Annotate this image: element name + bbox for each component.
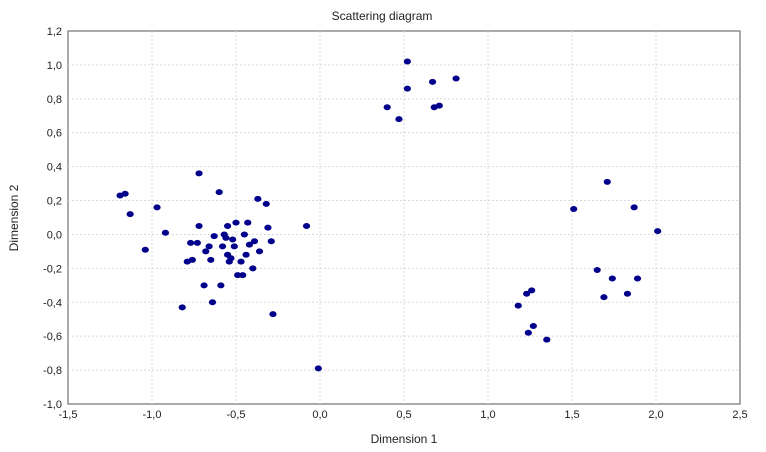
x-tick-label: 1,0 <box>480 409 495 421</box>
scatter-point <box>403 58 411 65</box>
scatter-point <box>603 178 611 185</box>
scatter-point <box>230 243 238 250</box>
scatter-point <box>141 246 149 253</box>
x-tick-label: -1,0 <box>143 409 162 421</box>
data-points <box>116 58 662 372</box>
scatter-point <box>383 104 391 111</box>
scatter-point <box>630 204 638 211</box>
scatter-point <box>524 329 532 336</box>
scatter-point <box>543 336 551 343</box>
scatter-point <box>255 248 264 255</box>
scatter-point <box>452 75 460 82</box>
scatter-point <box>249 265 257 272</box>
scatter-point <box>242 251 250 258</box>
scatter-point <box>428 78 437 85</box>
scatter-point <box>210 233 218 240</box>
scatter-point <box>207 256 215 263</box>
scatter-point <box>608 275 616 282</box>
scatter-point <box>623 290 632 297</box>
y-tick-label: 1,2 <box>47 26 62 38</box>
y-tick-label: 1,0 <box>47 60 62 72</box>
scatter-point <box>202 248 210 255</box>
y-tick-label: 0,8 <box>47 94 62 106</box>
x-tick-label: 0,5 <box>396 409 411 421</box>
scatter-point <box>240 231 248 238</box>
scatter-point <box>200 282 208 289</box>
scatter-point <box>633 275 642 282</box>
scatter-point <box>237 258 245 265</box>
y-tick-label: -0,4 <box>43 297 62 309</box>
scatter-point <box>222 234 230 241</box>
scatter-point <box>229 236 237 243</box>
y-tick-label: -0,2 <box>43 263 62 275</box>
scatter-point <box>193 239 201 246</box>
scatter-point <box>654 228 662 235</box>
x-axis-ticks: -1,5 -1,0 -0,5 0,0 0,5 1,0 1,5 2,0 2,5 <box>59 409 748 421</box>
x-tick-label: -1,5 <box>59 409 78 421</box>
scatter-point <box>528 287 536 294</box>
scatter-point <box>245 241 254 248</box>
y-tick-label: -0,6 <box>43 331 62 343</box>
scatter-point <box>227 255 235 262</box>
scatter-point <box>593 267 601 274</box>
scatter-point <box>250 238 259 245</box>
scatter-point <box>121 190 129 197</box>
y-tick-label: -0,8 <box>43 365 62 377</box>
y-tick-label: -1,0 <box>43 399 62 411</box>
scatter-point <box>232 219 240 226</box>
scatter-point <box>570 206 578 213</box>
scatter-point <box>178 304 186 311</box>
scatter-point <box>314 365 322 372</box>
scatter-point <box>188 256 196 263</box>
y-tick-label: 0,2 <box>47 196 62 208</box>
x-tick-label: 1,5 <box>564 409 579 421</box>
y-tick-label: 0,4 <box>47 162 62 174</box>
scatter-point <box>262 200 270 207</box>
x-tick-label: 2,5 <box>732 409 747 421</box>
scatter-point <box>403 85 411 92</box>
scatter-point <box>269 311 277 318</box>
scatter-point <box>264 224 272 231</box>
scatter-point <box>267 238 275 245</box>
scatter-point <box>529 323 537 330</box>
scatter-point <box>600 294 608 301</box>
scatter-point <box>217 282 225 289</box>
scatter-point <box>395 116 403 123</box>
scatter-point <box>195 170 203 177</box>
chart-title: Scattering diagram <box>332 9 433 23</box>
scatter-point <box>239 272 247 279</box>
scatter-point <box>254 195 262 202</box>
scatter-point <box>187 239 195 246</box>
x-tick-label: 0,0 <box>312 409 327 421</box>
scatter-point <box>195 222 203 229</box>
x-tick-label: 2,0 <box>648 409 663 421</box>
scatter-point <box>523 290 531 297</box>
scatter-point <box>302 222 311 229</box>
scatter-point <box>153 204 161 211</box>
y-tick-label: 0,6 <box>47 128 62 140</box>
scatter-point <box>244 219 252 226</box>
x-tick-label: -0,5 <box>227 409 246 421</box>
scatter-point <box>224 222 232 229</box>
y-axis-ticks: 1,2 1,0 0,8 0,6 0,4 0,2 0,0 -0,2 -0,4 -0,6 -0,8 -1,… <box>43 26 62 411</box>
scatter-point <box>234 272 242 279</box>
grid-lines <box>68 31 740 404</box>
plot-area <box>67 30 741 405</box>
scatter-point <box>126 211 134 218</box>
scatter-point <box>161 229 170 236</box>
scatter-point <box>208 299 217 306</box>
y-tick-label: 0,0 <box>47 229 62 241</box>
scatter-point <box>435 102 443 109</box>
scatter-point <box>205 243 213 250</box>
y-axis-label: Dimension 2 <box>7 184 21 251</box>
scatter-point <box>215 189 223 196</box>
scatter-point <box>218 243 227 250</box>
scatter-point <box>514 302 522 309</box>
x-axis-label: Dimension 1 <box>371 432 438 446</box>
